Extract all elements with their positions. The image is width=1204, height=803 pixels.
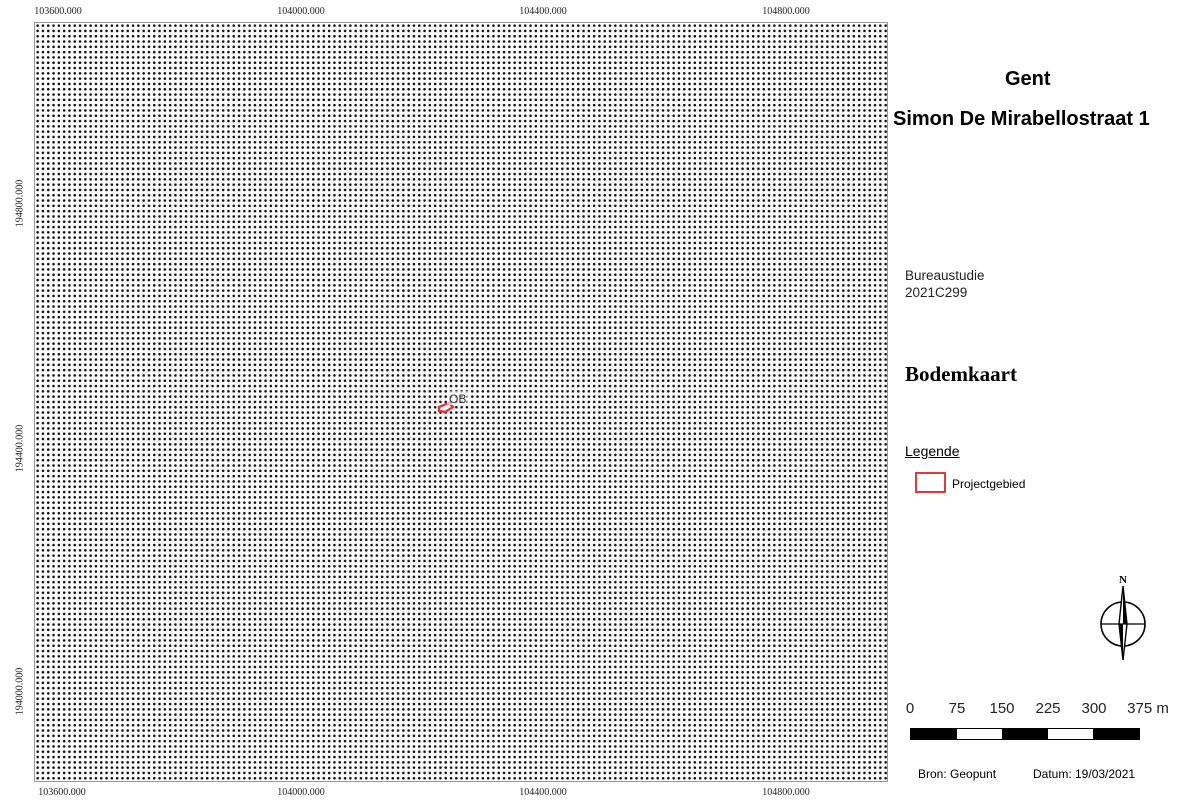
map-title: Bodemkaart <box>905 362 1017 386</box>
study-code: 2021C299 <box>905 285 968 300</box>
x-coord-bottom-3: 104400.000 <box>519 787 567 798</box>
map-canvas: OB <box>35 23 887 781</box>
x-coord-bottom-4: 104800.000 <box>762 787 810 798</box>
x-coord-bottom-2: 104000.000 <box>277 787 325 798</box>
scale-label-150: 150 <box>989 700 1015 717</box>
scale-label-300: 300 <box>1081 700 1107 717</box>
legend-title: Legende <box>905 443 960 459</box>
y-coord-1: 194800.000 <box>14 179 26 228</box>
scale-segment <box>1093 729 1139 739</box>
x-coord-top-4: 104800.000 <box>762 6 810 17</box>
scale-bar <box>910 728 1140 740</box>
x-coord-top-1: 103600.000 <box>34 6 82 17</box>
north-arrow-icon: N <box>1100 574 1146 661</box>
scale-label-0: 0 <box>905 700 915 717</box>
scale-segment <box>1047 729 1094 739</box>
x-coord-bottom-1: 103600.000 <box>38 787 86 798</box>
scale-label-375: 375 m <box>1127 700 1169 717</box>
scale-label-75: 75 <box>948 700 966 717</box>
scale-label-225: 225 <box>1035 700 1061 717</box>
project-area-label: OB <box>449 392 466 406</box>
x-coord-top-3: 104400.000 <box>519 6 567 17</box>
legend-swatch-project-area <box>915 472 946 493</box>
street-title: Simon De Mirabellostraat 1 <box>893 108 1150 130</box>
scale-segment <box>1002 729 1048 739</box>
y-coord-3: 194000.000 <box>14 667 26 716</box>
x-coord-top-2: 104000.000 <box>277 6 325 17</box>
y-coord-2: 194400.000 <box>14 424 26 473</box>
date-text: Datum: 19/03/2021 <box>1033 767 1136 781</box>
scale-segment <box>911 729 957 739</box>
scale-segment <box>956 729 1003 739</box>
map-view[interactable]: OB <box>34 22 888 782</box>
city-title: Gent <box>1005 68 1051 90</box>
legend-label-project-area: Projectgebied <box>952 477 1026 491</box>
source-text: Bron: Geopunt <box>918 767 997 781</box>
north-letter: N <box>1119 574 1127 586</box>
study-title: Bureaustudie <box>905 268 985 283</box>
